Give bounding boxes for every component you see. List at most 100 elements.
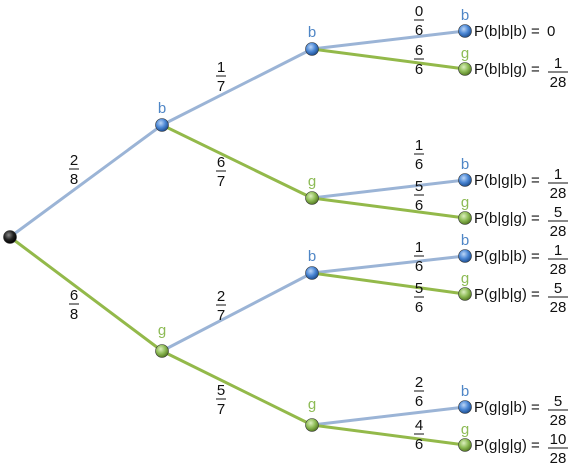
outcome-probability-4: P(b|g|g) = 5 28 xyxy=(474,204,568,240)
leaf-label-6: g xyxy=(461,270,469,287)
outcome-denominator-3: 28 xyxy=(550,185,567,202)
outcome-probability-1: P(b|b|b) = 0 xyxy=(474,23,555,40)
leaf-label-3: b xyxy=(461,156,469,173)
leaf-edge-prob-2: 66 xyxy=(414,42,424,78)
edge-L1_g-L2_gb xyxy=(160,271,314,353)
outcome-label-5: P(g|b|b) = xyxy=(474,248,540,265)
leaf-node-4 xyxy=(458,211,472,225)
leaf-edge-prob-8-numerator: 4 xyxy=(415,417,423,434)
leaf-edge-prob-2-numerator: 6 xyxy=(415,42,423,59)
outcome-numerator-7: 5 xyxy=(554,393,562,410)
edge-prob-L2_bb: 17 xyxy=(216,59,226,95)
outcome-probability-5: P(g|b|b) = 1 28 xyxy=(474,242,568,278)
node-L2_bg xyxy=(305,191,319,205)
leaf-edge-prob-5-numerator: 1 xyxy=(415,239,423,256)
leaf-edge-3 xyxy=(310,178,467,200)
node-L2_bb xyxy=(305,42,319,56)
outcome-label-6: P(g|b|g) = xyxy=(474,286,540,303)
outcome-numerator-3: 1 xyxy=(554,166,562,183)
leaf-node-2 xyxy=(458,62,472,76)
edge-prob-L1_b: 28 xyxy=(69,152,79,188)
node-L2_gg xyxy=(305,418,319,432)
edge-L1_b-L2_bb xyxy=(160,47,314,127)
edges-layer xyxy=(8,29,467,447)
outcome-numerator-2: 1 xyxy=(554,55,562,72)
leaf-node-1 xyxy=(458,24,472,38)
edge-prob-L1_b-numerator: 2 xyxy=(70,152,78,169)
leaf-edge-prob-7-denominator: 6 xyxy=(415,393,423,410)
node-label-L2_bg: g xyxy=(308,173,316,190)
leaf-edge-2 xyxy=(310,47,467,71)
outcome-probability-7: P(g|g|b) = 5 28 xyxy=(474,393,568,429)
edge-root-L1_b xyxy=(8,123,164,239)
leaf-node-5 xyxy=(458,249,472,263)
outcome-denominator-5: 28 xyxy=(550,261,567,278)
edge-prob-L2_gb: 27 xyxy=(216,288,226,324)
outcome-numerator-4: 5 xyxy=(554,204,562,221)
leaf-edge-prob-4-numerator: 5 xyxy=(415,178,423,195)
edge-prob-L1_g-numerator: 6 xyxy=(70,287,78,304)
leaf-edge-prob-6-denominator: 6 xyxy=(415,299,423,316)
leaf-node-7 xyxy=(458,400,472,414)
leaf-edge-prob-8: 46 xyxy=(414,417,424,453)
nodes-layer xyxy=(3,24,472,452)
node-L1_b xyxy=(155,118,169,132)
leaf-label-5: b xyxy=(461,232,469,249)
node-label-L2_gg: g xyxy=(308,396,316,413)
leaf-edge-7 xyxy=(310,405,467,427)
leaf-edge-prob-7: 26 xyxy=(414,374,424,410)
outcome-probability-2: P(b|b|g) = 1 28 xyxy=(474,55,568,91)
edge-prob-L2_gb-denominator: 7 xyxy=(217,307,225,324)
edge-prob-L2_bg-numerator: 6 xyxy=(217,154,225,171)
labels-layer: 2868176727570666165616562646bgbgbgbP(b|b… xyxy=(69,3,568,467)
leaf-label-4: g xyxy=(461,194,469,211)
edge-prob-L1_g-denominator: 8 xyxy=(70,306,78,323)
edge-L1_g-L2_gg xyxy=(160,349,314,427)
outcome-label-1: P(b|b|b) = xyxy=(474,23,540,40)
edge-root-L1_g xyxy=(8,235,164,353)
leaf-edge-prob-3: 16 xyxy=(414,137,424,173)
leaf-label-7: b xyxy=(461,383,469,400)
outcome-denominator-6: 28 xyxy=(550,299,567,316)
outcome-denominator-2: 28 xyxy=(550,74,567,91)
leaf-edge-prob-4: 56 xyxy=(414,178,424,214)
leaf-label-8: g xyxy=(461,421,469,438)
edge-prob-L2_bb-numerator: 1 xyxy=(217,59,225,76)
node-label-L2_bb: b xyxy=(308,24,316,41)
leaf-edge-prob-6: 56 xyxy=(414,280,424,316)
node-label-L1_b: b xyxy=(158,100,166,117)
leaf-edge-6 xyxy=(310,271,467,296)
edge-prob-L1_b-denominator: 8 xyxy=(70,171,78,188)
leaf-label-1: b xyxy=(461,7,469,24)
outcome-denominator-7: 28 xyxy=(550,412,567,429)
leaf-edge-8 xyxy=(310,423,467,447)
node-L1_g xyxy=(155,344,169,358)
leaf-edge-prob-3-numerator: 1 xyxy=(415,137,423,154)
outcome-numerator-8: 10 xyxy=(550,431,567,448)
edge-prob-L2_gg-denominator: 7 xyxy=(217,401,225,418)
leaf-edge-prob-3-denominator: 6 xyxy=(415,156,423,173)
edge-prob-L1_g: 68 xyxy=(69,287,79,323)
edge-prob-L2_bb-denominator: 7 xyxy=(217,78,225,95)
outcome-value-1: 0 xyxy=(547,23,555,40)
leaf-edge-prob-4-denominator: 6 xyxy=(415,197,423,214)
outcome-probability-3: P(b|g|b) = 1 28 xyxy=(474,166,568,202)
root-node xyxy=(3,230,17,244)
outcome-label-3: P(b|g|b) = xyxy=(474,172,540,189)
outcome-probability-8: P(g|g|g) = 10 28 xyxy=(474,431,568,467)
outcome-label-8: P(g|g|g) = xyxy=(474,437,540,454)
leaf-node-8 xyxy=(458,438,472,452)
outcome-denominator-8: 28 xyxy=(550,450,567,467)
outcome-numerator-5: 1 xyxy=(554,242,562,259)
leaf-node-3 xyxy=(458,173,472,187)
outcome-label-7: P(g|g|b) = xyxy=(474,399,540,416)
node-label-L1_g: g xyxy=(158,322,166,339)
outcome-numerator-6: 5 xyxy=(554,280,562,297)
node-label-L2_gb: b xyxy=(308,248,316,265)
leaf-edge-prob-1-numerator: 0 xyxy=(415,3,423,20)
leaf-edge-prob-5: 16 xyxy=(414,239,424,275)
outcome-label-2: P(b|b|g) = xyxy=(474,61,540,78)
node-L2_gb xyxy=(305,266,319,280)
